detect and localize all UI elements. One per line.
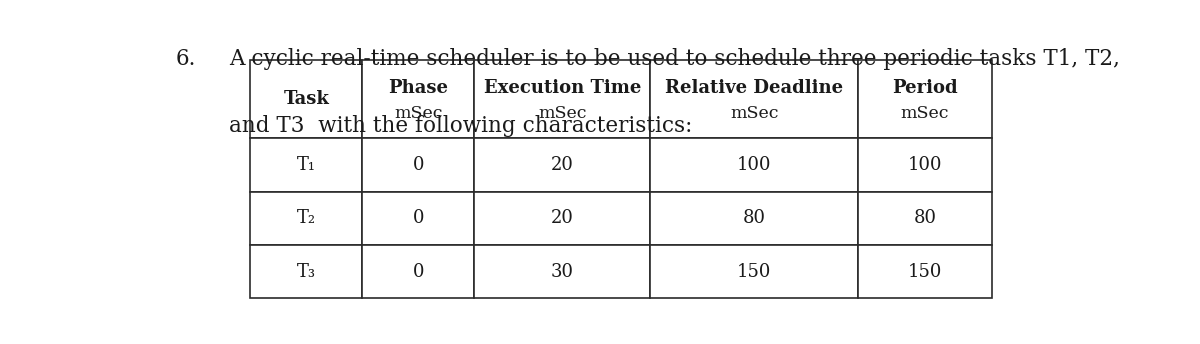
Text: Execution Time: Execution Time xyxy=(484,79,641,97)
Text: 20: 20 xyxy=(551,156,574,174)
Bar xyxy=(251,60,362,139)
Text: mSec: mSec xyxy=(730,105,779,122)
Text: T₂: T₂ xyxy=(296,209,316,227)
Bar xyxy=(474,60,650,139)
Text: 100: 100 xyxy=(907,156,942,174)
Text: 6.: 6. xyxy=(176,48,197,70)
Text: 30: 30 xyxy=(551,262,574,281)
Text: 100: 100 xyxy=(737,156,772,174)
Bar xyxy=(650,60,858,139)
Text: T₁: T₁ xyxy=(296,156,316,174)
Bar xyxy=(474,245,650,298)
Text: T₃: T₃ xyxy=(296,262,316,281)
Text: 0: 0 xyxy=(413,209,424,227)
Text: Task: Task xyxy=(283,90,329,108)
Bar xyxy=(858,139,991,192)
Bar xyxy=(474,139,650,192)
Text: 150: 150 xyxy=(908,262,942,281)
Bar xyxy=(362,245,474,298)
Bar xyxy=(251,192,362,245)
Text: mSec: mSec xyxy=(901,105,949,122)
Bar xyxy=(858,245,991,298)
Bar xyxy=(362,192,474,245)
Bar xyxy=(251,139,362,192)
Text: Phase: Phase xyxy=(389,79,449,97)
Bar xyxy=(858,192,991,245)
Bar xyxy=(858,60,991,139)
Text: Period: Period xyxy=(892,79,958,97)
Bar xyxy=(650,245,858,298)
Text: 80: 80 xyxy=(743,209,766,227)
Text: 0: 0 xyxy=(413,262,424,281)
Text: mSec: mSec xyxy=(538,105,587,122)
Text: and T3  with the following characteristics:: and T3 with the following characteristic… xyxy=(229,116,692,138)
Text: Relative Deadline: Relative Deadline xyxy=(665,79,844,97)
Bar xyxy=(362,60,474,139)
Bar xyxy=(362,139,474,192)
Text: 20: 20 xyxy=(551,209,574,227)
Bar xyxy=(251,245,362,298)
Bar xyxy=(650,192,858,245)
Text: 80: 80 xyxy=(913,209,936,227)
Text: A cyclic real-time scheduler is to be used to schedule three periodic tasks T1, : A cyclic real-time scheduler is to be us… xyxy=(229,48,1120,70)
Bar xyxy=(474,192,650,245)
Bar xyxy=(650,139,858,192)
Text: 150: 150 xyxy=(737,262,772,281)
Text: mSec: mSec xyxy=(394,105,443,122)
Text: 0: 0 xyxy=(413,156,424,174)
